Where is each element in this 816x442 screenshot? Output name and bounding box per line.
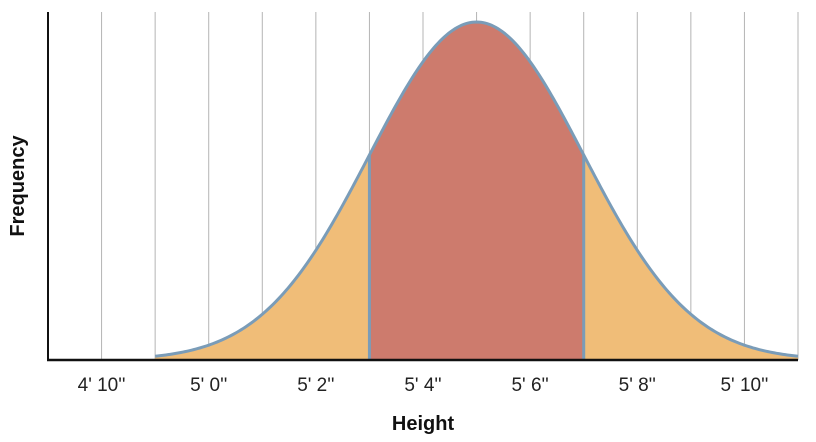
- x-tick-label: 5' 8'': [619, 375, 656, 396]
- right-tail-area: [583, 154, 798, 360]
- y-axis-title: Frequency: [7, 135, 29, 237]
- grid-lines: [47, 12, 799, 360]
- x-tick-label: 5' 6'': [511, 375, 548, 396]
- x-tick-label: 4' 10'': [78, 375, 126, 396]
- x-tick-labels: 4' 10'' 5' 0'' 5' 2'' 5' 4'' 5' 6'' 5' 8'' 5' …: [78, 375, 769, 396]
- distribution-curve: [154, 20, 799, 358]
- x-tick-label: 5' 0'': [190, 375, 227, 396]
- center-band-area: [369, 22, 584, 360]
- x-tick-label: 5' 10'': [720, 375, 768, 396]
- left-tail-area: [155, 154, 370, 360]
- x-tick-label: 5' 2'': [297, 375, 334, 396]
- x-tick-label: 5' 4'': [404, 375, 441, 396]
- x-axis-title: Height: [392, 413, 455, 435]
